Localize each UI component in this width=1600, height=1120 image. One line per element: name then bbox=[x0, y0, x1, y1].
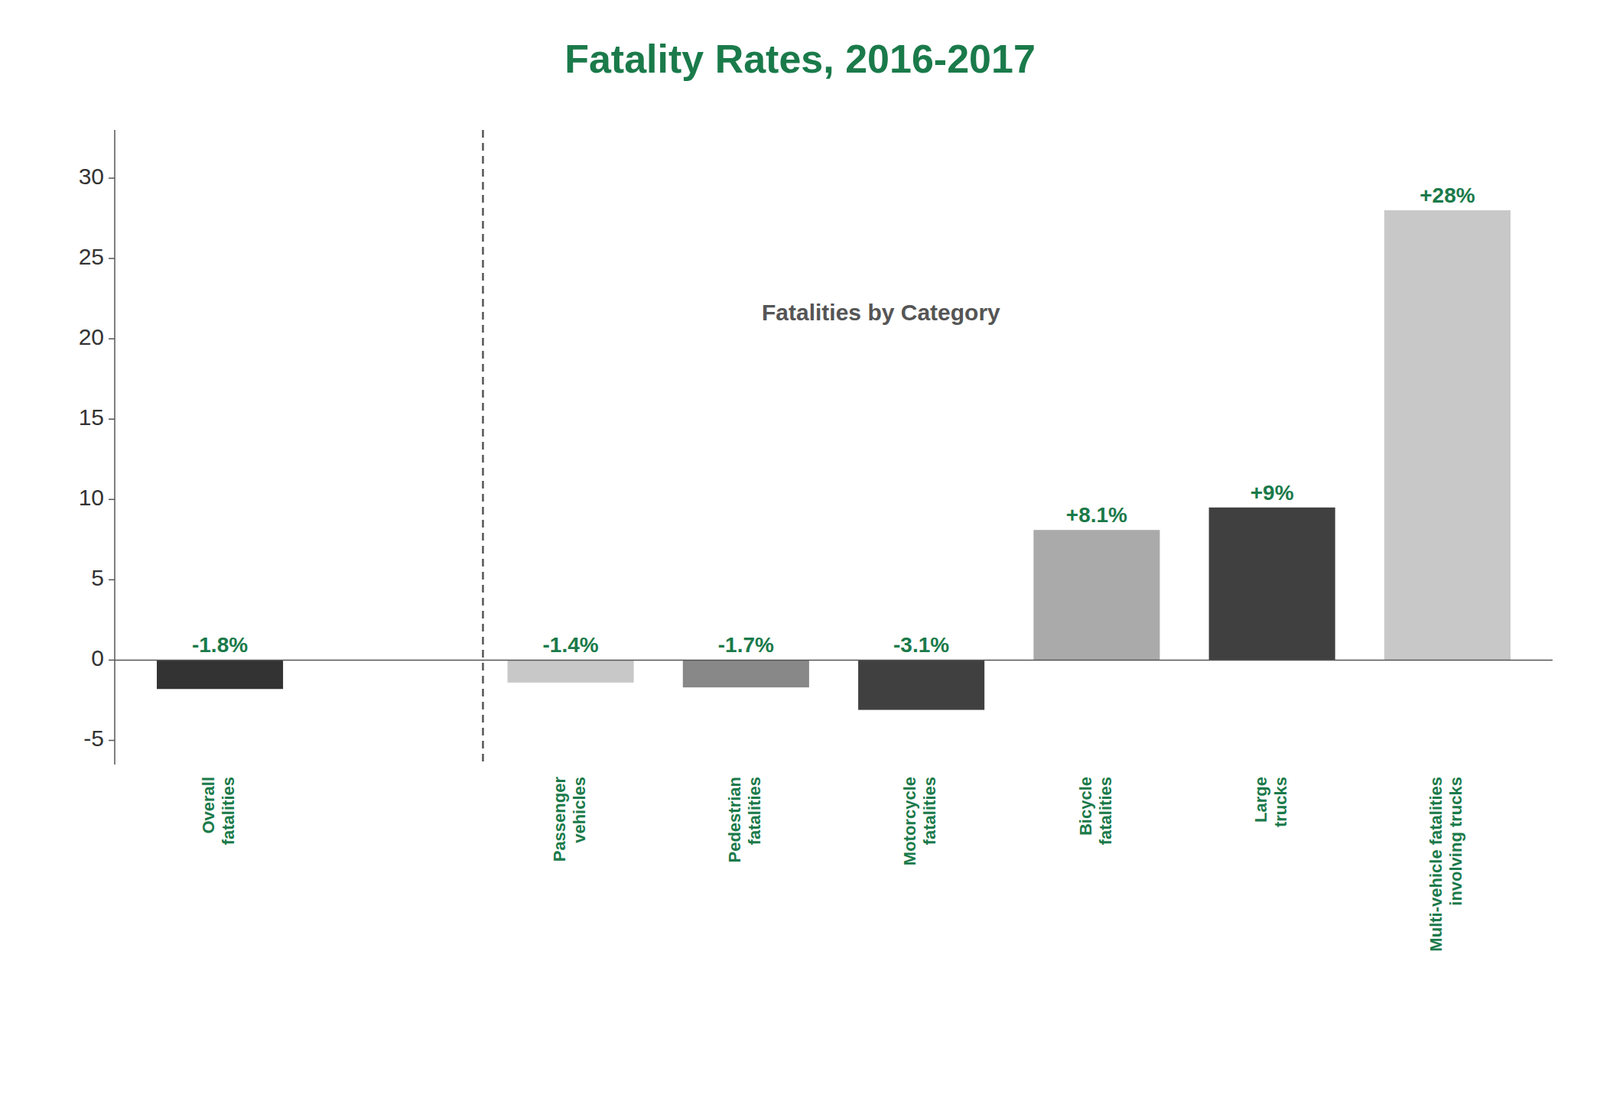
y-tick bbox=[108, 579, 115, 582]
y-tick-label: 30 bbox=[78, 163, 105, 189]
data-label: +9% bbox=[1250, 481, 1295, 505]
data-label: -1.8% bbox=[191, 633, 248, 657]
bar bbox=[1384, 210, 1511, 661]
y-tick-label: 15 bbox=[78, 404, 105, 430]
bar bbox=[156, 660, 283, 690]
y-tick bbox=[108, 418, 115, 420]
data-label: -1.7% bbox=[718, 633, 774, 657]
x-tick-label: Motorcyclefatalities bbox=[900, 777, 940, 866]
bar bbox=[682, 660, 810, 688]
x-tick-label: Overallfatalities bbox=[198, 777, 238, 846]
chart: Fatality Rates, 2016-2017 -5 0 5 10 15 20 25 30 -… bbox=[0, 0, 1600, 1120]
data-label: -3.1% bbox=[893, 633, 950, 657]
y-tick-label: -5 bbox=[83, 725, 105, 752]
y-tick bbox=[108, 740, 115, 742]
bar bbox=[507, 660, 635, 683]
y-tick bbox=[108, 660, 115, 662]
data-label: +28% bbox=[1419, 183, 1475, 208]
y-tick-label: 25 bbox=[78, 243, 105, 270]
annotation: Fatalities by Category bbox=[761, 299, 1001, 326]
title: Fatality Rates, 2016-2017 bbox=[564, 36, 1036, 82]
x-tick-label: Bicyclefatalities bbox=[1076, 777, 1116, 846]
bars bbox=[156, 210, 1511, 710]
data-label: -1.4% bbox=[543, 633, 599, 657]
x-tick-label: Pedestrianfatalities bbox=[725, 777, 765, 864]
x-tick-label: Passengervehicles bbox=[549, 777, 589, 863]
y-tick bbox=[108, 338, 115, 340]
y-tick bbox=[108, 257, 115, 260]
bar bbox=[858, 660, 985, 710]
y-tick-label: 0 bbox=[91, 645, 105, 671]
x-tick-label: Multi-vehicle fatalitiesinvolving trucks bbox=[1426, 777, 1466, 953]
y-tick-label: 20 bbox=[78, 324, 105, 350]
y-axis-line bbox=[113, 130, 116, 765]
x-tick-label: Largetrucks bbox=[1251, 777, 1291, 828]
y-tick bbox=[108, 177, 115, 179]
data-label: +8.1% bbox=[1066, 503, 1128, 527]
zero-line bbox=[114, 660, 1553, 662]
y-tick bbox=[108, 499, 115, 501]
bar bbox=[1209, 507, 1336, 661]
y-tick-label: 5 bbox=[91, 565, 105, 591]
y-tick-label: 10 bbox=[78, 484, 105, 511]
separator-line bbox=[481, 130, 485, 765]
bar bbox=[1033, 530, 1160, 661]
